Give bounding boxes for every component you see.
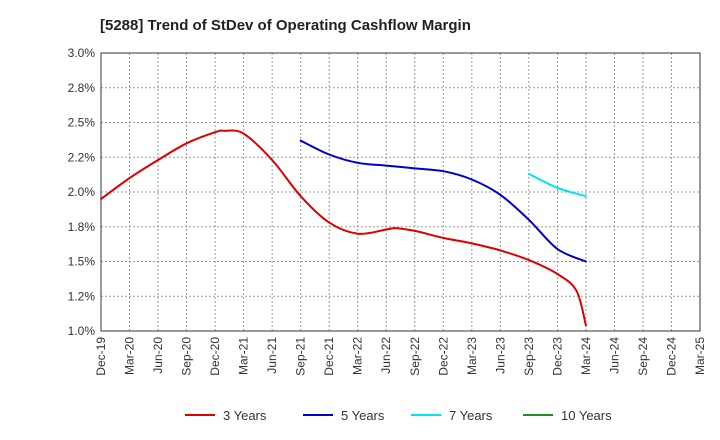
y-tick-label: 1.5%	[68, 255, 96, 269]
x-axis-ticks: Dec-19 Mar-20 Jun-20 Sep-20 Dec-20 Mar-21 Jun-…	[94, 337, 707, 376]
legend-label-5-years: 5 Years	[341, 408, 385, 423]
y-tick-label: 3.0%	[68, 46, 96, 60]
x-tick-label: Jun-22	[379, 337, 393, 374]
x-tick-label: Sep-20	[180, 337, 194, 376]
x-tick-label: Mar-21	[237, 337, 251, 375]
x-tick-label: Mar-25	[693, 337, 707, 375]
x-tick-label: Sep-22	[408, 337, 422, 376]
series-lines	[100, 129, 587, 327]
x-tick-label: Mar-22	[351, 337, 365, 375]
x-tick-label: Dec-22	[436, 337, 450, 376]
x-tick-label: Dec-20	[208, 337, 222, 376]
y-tick-label: 1.0%	[68, 324, 96, 338]
series-line-3-years	[100, 129, 587, 327]
y-axis-ticks: 1.0% 1.2% 1.5% 1.8% 2.0% 2.2% 2.5% 2.8% 3.0%	[68, 46, 96, 338]
y-tick-label: 2.8%	[68, 81, 96, 95]
legend-label-3-years: 3 Years	[223, 408, 267, 423]
legend-label-7-years: 7 Years	[449, 408, 493, 423]
series-line-5-years	[299, 139, 587, 263]
y-tick-label: 2.0%	[68, 185, 96, 199]
x-tick-label: Dec-19	[94, 337, 108, 376]
y-tick-label: 2.2%	[68, 150, 96, 164]
x-tick-label: Sep-21	[294, 337, 308, 376]
x-tick-label: Jun-24	[607, 337, 621, 374]
x-tick-label: Mar-20	[123, 337, 137, 375]
x-tick-label: Dec-21	[322, 337, 336, 376]
x-tick-label: Mar-23	[465, 337, 479, 375]
x-tick-label: Sep-24	[636, 337, 650, 376]
chart-title: [5288] Trend of StDev of Operating Cashf…	[100, 17, 471, 34]
x-tick-label: Sep-23	[522, 337, 536, 376]
x-tick-label: Jun-23	[493, 337, 507, 374]
series-line-7-years	[527, 172, 587, 198]
legend-label-10-years: 10 Years	[561, 408, 612, 423]
x-tick-label: Jun-20	[151, 337, 165, 374]
y-tick-label: 1.8%	[68, 220, 96, 234]
x-tick-label: Mar-24	[579, 337, 593, 375]
y-tick-label: 2.5%	[68, 116, 96, 130]
plot-frame	[100, 52, 701, 332]
y-tick-label: 1.2%	[68, 289, 96, 303]
x-tick-label: Dec-23	[550, 337, 564, 376]
x-tick-label: Dec-24	[664, 337, 678, 376]
x-tick-label: Jun-21	[265, 337, 279, 374]
legend: 3 Years 5 Years 7 Years 10 Years	[185, 408, 612, 423]
